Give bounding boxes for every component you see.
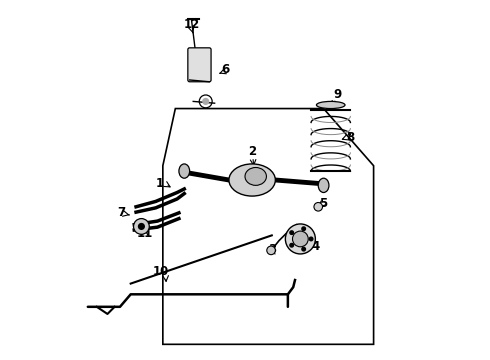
Text: 7: 7 — [118, 206, 126, 219]
Circle shape — [293, 231, 308, 247]
Circle shape — [138, 223, 145, 230]
Circle shape — [285, 224, 316, 254]
Ellipse shape — [245, 167, 267, 185]
Text: 12: 12 — [184, 18, 200, 31]
Ellipse shape — [179, 164, 190, 178]
Text: 10: 10 — [153, 265, 169, 278]
Circle shape — [203, 99, 209, 104]
Text: 1: 1 — [156, 177, 164, 190]
Ellipse shape — [229, 164, 275, 196]
Ellipse shape — [317, 102, 345, 109]
Ellipse shape — [318, 178, 329, 193]
Circle shape — [290, 243, 294, 247]
Circle shape — [134, 219, 149, 234]
Circle shape — [290, 231, 294, 234]
FancyBboxPatch shape — [188, 48, 211, 82]
Circle shape — [302, 227, 305, 230]
Text: 6: 6 — [221, 63, 229, 76]
Text: 3: 3 — [268, 243, 276, 256]
Circle shape — [302, 247, 305, 251]
Text: 5: 5 — [319, 197, 327, 210]
Text: 8: 8 — [346, 131, 354, 144]
Circle shape — [267, 246, 275, 255]
Circle shape — [309, 237, 313, 241]
Text: 2: 2 — [248, 145, 256, 158]
Text: 9: 9 — [334, 88, 342, 101]
Text: 4: 4 — [312, 240, 320, 253]
Circle shape — [314, 203, 322, 211]
Text: 11: 11 — [137, 227, 153, 240]
